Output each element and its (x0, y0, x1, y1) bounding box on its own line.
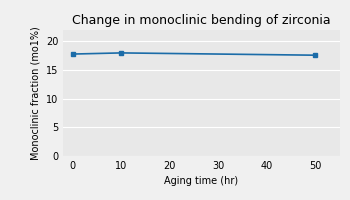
Title: Change in monoclinic bending of zirconia: Change in monoclinic bending of zirconia (72, 14, 330, 27)
X-axis label: Aging time (hr): Aging time (hr) (164, 176, 238, 186)
Y-axis label: Monoclinic fraction (mo1%): Monoclinic fraction (mo1%) (30, 26, 40, 160)
